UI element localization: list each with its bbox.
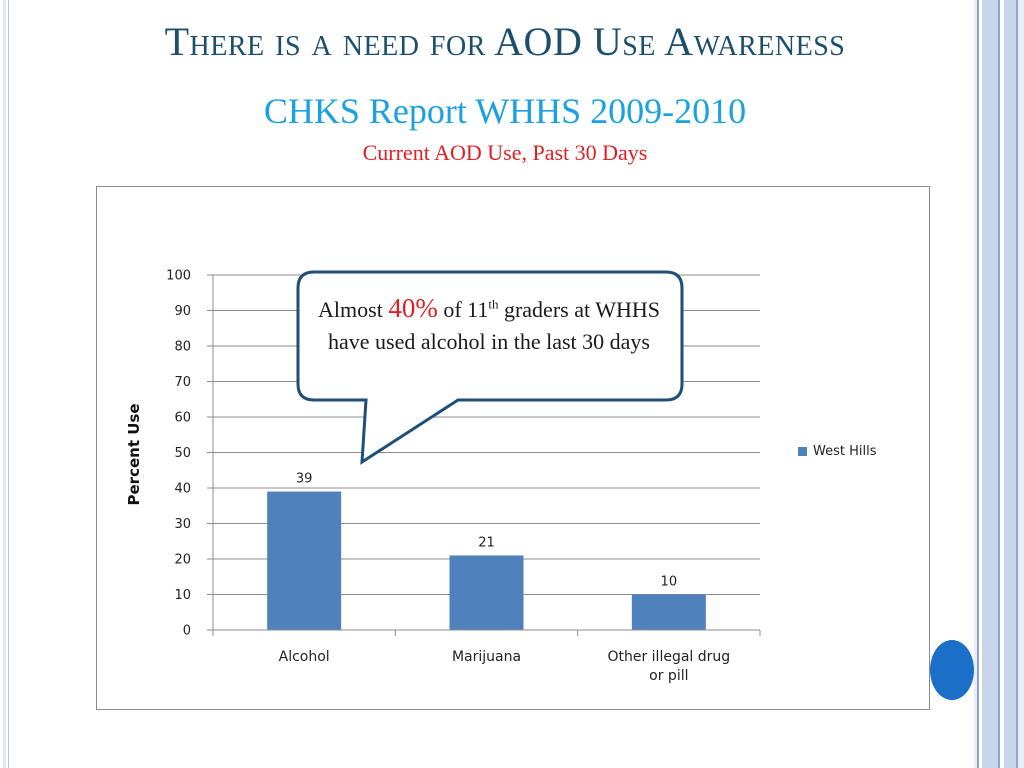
x-category-label: Alcohol	[279, 649, 330, 665]
decorative-circle	[930, 640, 974, 700]
slide-right-border	[974, 0, 1024, 768]
slide-left-border	[0, 0, 9, 768]
legend-label: West Hills	[813, 444, 877, 459]
y-tick-label: 80	[174, 340, 191, 355]
callout-prefix: Almost	[318, 297, 389, 322]
y-tick-label: 40	[174, 482, 191, 497]
chart-legend: West Hills	[798, 444, 876, 459]
data-label: 21	[478, 535, 495, 550]
callout-superscript: th	[488, 296, 499, 312]
callout-highlight: 40%	[388, 293, 438, 323]
y-tick-label: 10	[174, 588, 191, 603]
y-axis-title: Percent Use	[125, 404, 143, 506]
y-tick-label: 30	[174, 517, 191, 532]
callout-part2: graders at WHHS have used alcohol in the…	[328, 297, 660, 354]
legend-swatch	[798, 447, 807, 456]
callout-part1: of 11	[437, 297, 489, 322]
y-tick-label: 70	[174, 375, 191, 390]
data-label: 10	[661, 575, 678, 590]
y-tick-label: 90	[174, 304, 191, 319]
y-tick-label: 50	[174, 446, 191, 461]
y-tick-label: 60	[174, 411, 191, 426]
data-label: 39	[296, 472, 313, 487]
x-category-label: Marijuana	[452, 649, 521, 665]
chart-caption: Current AOD Use, Past 30 Days	[362, 140, 648, 165]
slide-title: There is a need for AOD Use Awareness	[164, 19, 846, 64]
bar-marijuana	[449, 555, 524, 630]
slide-subtitle: CHKS Report WHHS 2009-2010	[263, 91, 747, 131]
bar-alcohol	[267, 491, 342, 630]
callout-bubble	[296, 270, 684, 465]
y-tick-label: 100	[166, 269, 191, 284]
bar-other-illegal-drug-or-pill	[631, 594, 706, 630]
y-tick-label: 0	[183, 624, 191, 639]
y-tick-label: 20	[174, 553, 191, 568]
x-category-label: Other illegal drug or pill	[607, 649, 730, 684]
callout-text: Almost 40% of 11th graders at WHHS have …	[304, 292, 674, 358]
